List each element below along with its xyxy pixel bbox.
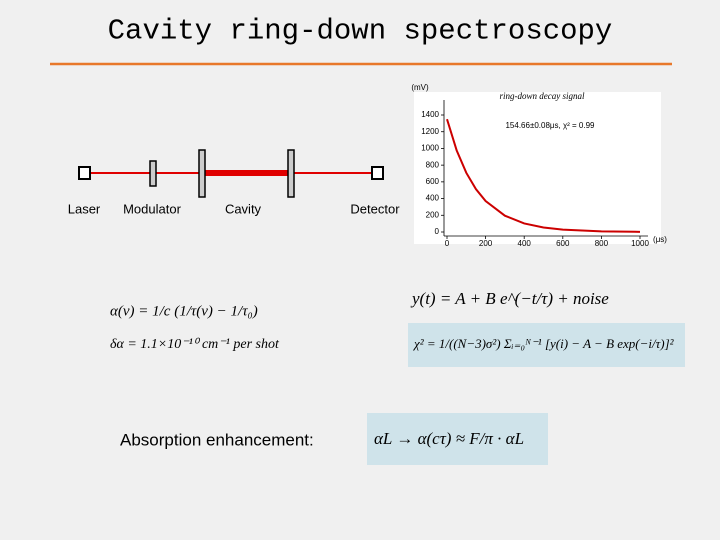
equation: y(t) = A + B e^(−t/τ) + noise [410, 289, 609, 308]
equation: α(ν) = 1/c (1/τ(ν) − 1/τ₀) [110, 303, 258, 319]
component-label: Cavity [225, 201, 262, 216]
y-tick-label: 200 [426, 210, 440, 219]
equation: δα = 1.1×10⁻¹⁰ cm⁻¹ per shot [110, 337, 280, 352]
mirror [198, 149, 206, 198]
y-tick-label: 800 [426, 160, 440, 169]
laser [78, 166, 91, 180]
x-tick-label: 200 [479, 239, 493, 248]
y-tick-label: 1000 [421, 144, 439, 153]
equation: αL → α(cτ) ≈ F/π · αL [374, 429, 524, 448]
modulator [149, 160, 157, 187]
plot-title: ring-down decay signal [500, 91, 585, 101]
component-label: Laser [68, 201, 101, 216]
x-tick-label: 600 [556, 239, 570, 248]
x-tick-label: 0 [445, 239, 450, 248]
plot-background [414, 92, 661, 244]
decay-curve [446, 118, 641, 233]
slide-title: Cavity ring-down spectroscopy [108, 15, 613, 48]
y-tick-label: 0 [435, 227, 440, 236]
equation-box [408, 323, 685, 367]
component-label: Detector [350, 201, 400, 216]
y-tick-label: 1200 [421, 127, 439, 136]
caption: Absorption enhancement: [120, 430, 314, 449]
mirror [287, 149, 295, 198]
y-tick-label: 600 [426, 177, 440, 186]
equation: χ² = 1/((N−3)σ²) Σᵢ₌₀ᴺ⁻¹ [y(i) − A − B e… [412, 336, 675, 351]
y-axis-label: (mV) [411, 83, 429, 92]
x-tick-label: 800 [595, 239, 609, 248]
x-tick-label: 1000 [631, 239, 649, 248]
y-tick-label: 1400 [421, 110, 439, 119]
detector [371, 166, 384, 180]
fit-annotation: 154.66±0.08μs, χ² = 0.99 [505, 121, 595, 130]
x-axis-label: (μs) [653, 235, 667, 244]
x-tick-label: 400 [518, 239, 532, 248]
equation-box [367, 413, 548, 465]
y-tick-label: 400 [426, 194, 440, 203]
component-label: Modulator [123, 201, 181, 216]
